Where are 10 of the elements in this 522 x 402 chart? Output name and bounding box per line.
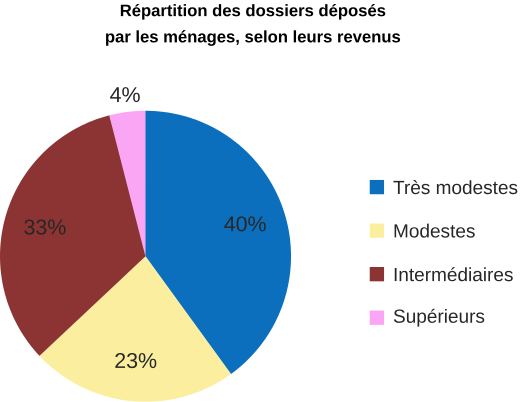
chart-subtitle: par les ménages, selon leurs revenus: [106, 30, 400, 46]
legend-label: Supérieurs: [394, 308, 484, 327]
data-label: 4%: [110, 87, 140, 102]
legend-label: Très modestes: [393, 180, 518, 194]
data-label: 23%: [115, 353, 156, 368]
legend-label: Modestes: [394, 224, 475, 238]
data-label: 40%: [224, 216, 266, 232]
legend-label: Intermédiaires: [394, 267, 513, 282]
data-label: 33%: [24, 220, 66, 235]
chart-title: Répartition des dossiers déposés: [120, 4, 386, 20]
